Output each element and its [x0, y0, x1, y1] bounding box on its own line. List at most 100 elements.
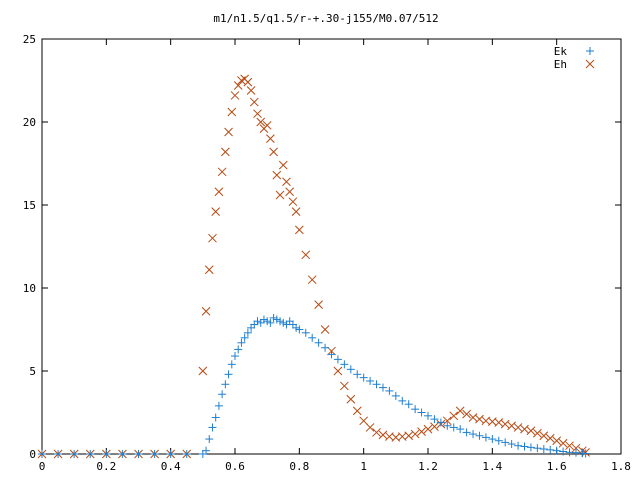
- x-tick-label: 0.2: [96, 460, 116, 473]
- x-tick-label: 1.2: [418, 460, 438, 473]
- point-ek: [54, 450, 63, 458]
- y-tick-label: 25: [23, 33, 36, 46]
- point-ek: [38, 450, 46, 458]
- y-tick-label: 5: [29, 365, 36, 378]
- point-eh: [533, 428, 542, 438]
- points-layer: [37, 74, 590, 459]
- point-ek: [520, 442, 529, 451]
- point-ek: [417, 408, 426, 417]
- point-ek: [86, 450, 95, 458]
- point-ek: [240, 333, 249, 342]
- point-ek: [378, 383, 387, 392]
- point-eh: [571, 443, 581, 453]
- legend-label-ek: Ek: [554, 45, 568, 58]
- point-eh: [301, 250, 311, 260]
- legend-marker-eh: [585, 59, 595, 69]
- point-eh: [455, 406, 465, 416]
- point-eh: [545, 433, 555, 443]
- point-ek: [559, 447, 568, 456]
- point-eh: [430, 422, 439, 431]
- point-eh: [475, 414, 484, 424]
- point-eh: [494, 418, 504, 427]
- point-ek: [340, 360, 349, 369]
- x-tick-label: 0.8: [289, 460, 309, 473]
- x-tick-label: 0.6: [225, 460, 245, 473]
- point-ek: [182, 450, 191, 458]
- point-eh: [365, 423, 375, 432]
- point-ek: [211, 413, 220, 422]
- point-ek: [150, 450, 159, 458]
- point-eh: [269, 147, 278, 157]
- point-ek: [333, 355, 342, 364]
- point-eh: [539, 431, 549, 441]
- x-tick-label: 1.4: [482, 460, 502, 473]
- point-ek: [481, 433, 490, 442]
- point-eh: [246, 86, 256, 95]
- point-ek: [243, 328, 252, 337]
- point-ek: [526, 443, 535, 452]
- point-eh: [558, 438, 568, 448]
- point-eh: [526, 426, 536, 436]
- point-eh: [333, 366, 343, 376]
- point-ek: [533, 444, 542, 453]
- point-ek: [494, 436, 503, 445]
- point-ek: [266, 318, 275, 327]
- point-ek: [102, 450, 111, 458]
- point-eh: [314, 300, 323, 309]
- point-ek: [292, 323, 301, 332]
- point-ek: [488, 435, 497, 444]
- point-eh: [410, 429, 420, 439]
- point-ek: [366, 376, 375, 385]
- point-ek: [259, 315, 268, 324]
- point-eh: [249, 97, 259, 107]
- point-ek: [436, 418, 445, 427]
- plot-frame: [41, 38, 622, 455]
- y-tick-label: 20: [23, 116, 36, 129]
- point-ek: [256, 318, 265, 327]
- point-eh: [208, 233, 217, 243]
- point-ek: [234, 345, 243, 354]
- point-eh: [230, 91, 240, 100]
- point-ek: [469, 430, 478, 439]
- point-eh: [423, 424, 433, 434]
- point-eh: [227, 107, 237, 117]
- point-eh: [243, 77, 253, 87]
- point-ek: [514, 441, 523, 450]
- point-ek: [391, 391, 400, 400]
- point-eh: [272, 170, 282, 180]
- point-eh: [520, 424, 529, 434]
- point-ek: [221, 380, 230, 389]
- point-ek: [475, 431, 484, 440]
- point-eh: [278, 160, 288, 170]
- point-ek: [288, 320, 297, 329]
- point-eh: [201, 306, 211, 316]
- point-ek: [308, 333, 317, 342]
- point-ek: [118, 450, 127, 458]
- point-ek: [231, 352, 239, 361]
- point-eh: [462, 409, 471, 419]
- point-ek: [321, 343, 330, 352]
- legend-marker-ek: [586, 47, 594, 55]
- point-ek: [198, 450, 207, 458]
- point-ek: [166, 450, 175, 458]
- point-eh: [500, 419, 510, 429]
- point-ek: [424, 411, 432, 420]
- y-tick-label: 10: [23, 282, 36, 295]
- point-eh: [352, 406, 362, 416]
- point-eh: [217, 167, 227, 177]
- x-tick-label: 0: [39, 460, 46, 473]
- point-ek: [539, 445, 548, 454]
- point-eh: [266, 134, 275, 143]
- point-eh: [275, 190, 285, 200]
- point-ek: [546, 445, 555, 454]
- x-tick-label: 1.8: [611, 460, 631, 473]
- point-ek: [443, 421, 452, 430]
- legend-label-eh: Eh: [554, 58, 567, 71]
- point-ek: [359, 373, 368, 382]
- point-ek: [327, 350, 336, 359]
- y-tick-label: 15: [23, 199, 36, 212]
- point-ek: [501, 438, 510, 447]
- point-ek: [372, 380, 381, 389]
- point-eh: [282, 177, 291, 187]
